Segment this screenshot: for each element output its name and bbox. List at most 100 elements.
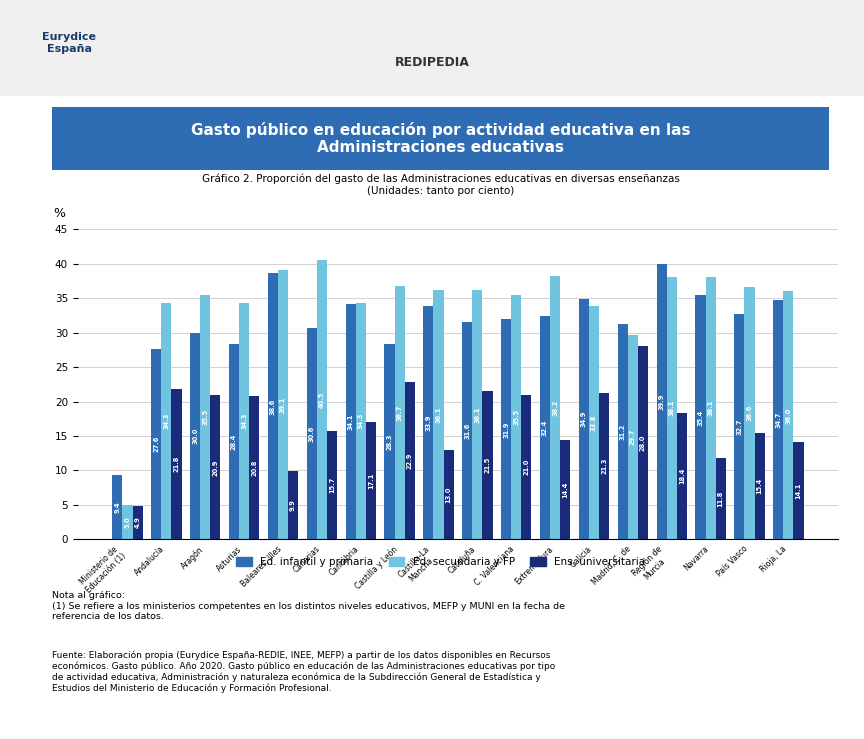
Bar: [745, 287, 754, 539]
Text: 38.2: 38.2: [552, 400, 558, 416]
Bar: [210, 395, 220, 539]
Bar: [793, 442, 804, 539]
Bar: [501, 319, 511, 539]
Text: 32.4: 32.4: [542, 420, 548, 436]
Text: 28.0: 28.0: [640, 435, 646, 451]
Text: Nota al gráfico:
(1) Se refiere a los ministerios competentes en los distintos n: Nota al gráfico: (1) Se refiere a los mi…: [52, 591, 565, 621]
Text: 9.9: 9.9: [290, 500, 296, 511]
Text: 39.1: 39.1: [280, 396, 286, 413]
Bar: [356, 303, 365, 539]
Text: 33.9: 33.9: [425, 415, 431, 431]
Bar: [288, 471, 298, 539]
Bar: [249, 396, 259, 539]
Text: 28.4: 28.4: [231, 433, 237, 450]
Text: 31.6: 31.6: [464, 422, 470, 439]
Bar: [638, 347, 648, 539]
Bar: [384, 344, 395, 539]
Text: Gasto público en educación por actividad educativa en las
Administraciones educa: Gasto público en educación por actividad…: [191, 122, 690, 155]
Text: 4.9: 4.9: [135, 517, 141, 528]
Text: 36.6: 36.6: [746, 405, 753, 421]
Bar: [550, 276, 560, 539]
Bar: [346, 304, 356, 539]
Bar: [667, 276, 677, 539]
Text: 20.8: 20.8: [251, 460, 257, 476]
Bar: [132, 505, 143, 539]
Bar: [628, 335, 638, 539]
Text: 34.3: 34.3: [358, 413, 364, 429]
Text: REDIPEDIA: REDIPEDIA: [395, 56, 469, 69]
Text: 38.6: 38.6: [270, 398, 276, 415]
Text: 21.3: 21.3: [601, 458, 607, 474]
Text: Fuente: Elaboración propia (Eurydice España-REDIE, INEE, MEFP) a partir de los d: Fuente: Elaboración propia (Eurydice Esp…: [52, 650, 555, 693]
Bar: [734, 314, 745, 539]
Text: 38.1: 38.1: [708, 400, 714, 416]
Text: 34.3: 34.3: [163, 413, 169, 429]
Text: 33.8: 33.8: [591, 415, 597, 431]
Text: 9.4: 9.4: [114, 501, 120, 513]
Text: 39.9: 39.9: [658, 394, 664, 410]
Y-axis label: %: %: [53, 207, 65, 219]
Bar: [521, 395, 531, 539]
Text: 35.5: 35.5: [202, 409, 208, 425]
Text: 21.5: 21.5: [485, 457, 491, 474]
Text: 21.8: 21.8: [174, 456, 180, 472]
Bar: [784, 291, 793, 539]
Text: 32.7: 32.7: [736, 418, 742, 435]
Text: 21.0: 21.0: [524, 459, 530, 475]
Bar: [618, 324, 628, 539]
Text: 29.7: 29.7: [630, 429, 636, 445]
Bar: [706, 276, 715, 539]
Text: 36.7: 36.7: [397, 405, 403, 421]
Bar: [190, 333, 200, 539]
Text: 36.1: 36.1: [435, 406, 442, 423]
Text: 36.1: 36.1: [474, 406, 480, 423]
Bar: [395, 286, 404, 539]
Text: 34.9: 34.9: [581, 411, 587, 427]
Bar: [278, 270, 288, 539]
Bar: [268, 273, 278, 539]
Bar: [151, 349, 162, 539]
Bar: [696, 296, 706, 539]
Bar: [434, 290, 443, 539]
Bar: [589, 307, 599, 539]
Text: 18.4: 18.4: [679, 468, 685, 484]
Text: 30.6: 30.6: [308, 426, 314, 442]
Text: 22.9: 22.9: [407, 452, 413, 469]
Bar: [511, 295, 521, 539]
Text: 20.9: 20.9: [213, 459, 219, 476]
Text: 14.4: 14.4: [562, 482, 569, 498]
Text: 35.4: 35.4: [697, 409, 703, 426]
Bar: [482, 391, 492, 539]
Bar: [773, 300, 784, 539]
Bar: [239, 303, 249, 539]
Bar: [657, 265, 667, 539]
Text: 36.0: 36.0: [785, 407, 791, 423]
Bar: [200, 295, 210, 539]
Bar: [462, 321, 473, 539]
Bar: [579, 299, 589, 539]
Bar: [404, 381, 415, 539]
Text: 38.1: 38.1: [669, 400, 675, 416]
Bar: [327, 431, 337, 539]
Bar: [229, 344, 239, 539]
Bar: [365, 421, 376, 539]
Text: 11.8: 11.8: [718, 491, 724, 507]
Text: 34.7: 34.7: [775, 412, 781, 428]
Bar: [560, 440, 570, 539]
Text: 30.0: 30.0: [192, 428, 198, 444]
Text: 34.1: 34.1: [347, 414, 353, 430]
Bar: [599, 392, 609, 539]
Text: 14.1: 14.1: [796, 483, 802, 499]
FancyBboxPatch shape: [44, 106, 837, 171]
Bar: [443, 450, 454, 539]
Bar: [677, 412, 687, 539]
Text: Eurydice
España: Eurydice España: [42, 33, 96, 54]
Text: 35.5: 35.5: [513, 409, 519, 425]
Text: 28.3: 28.3: [386, 434, 392, 450]
Legend: Ed. infantil y primaria, Ed. secundaria y FP, Ens. universitaria: Ed. infantil y primaria, Ed. secundaria …: [232, 552, 650, 571]
Bar: [540, 316, 550, 539]
Bar: [123, 505, 132, 539]
Text: 15.4: 15.4: [757, 478, 763, 494]
Bar: [715, 458, 726, 539]
Text: 27.6: 27.6: [153, 436, 159, 452]
